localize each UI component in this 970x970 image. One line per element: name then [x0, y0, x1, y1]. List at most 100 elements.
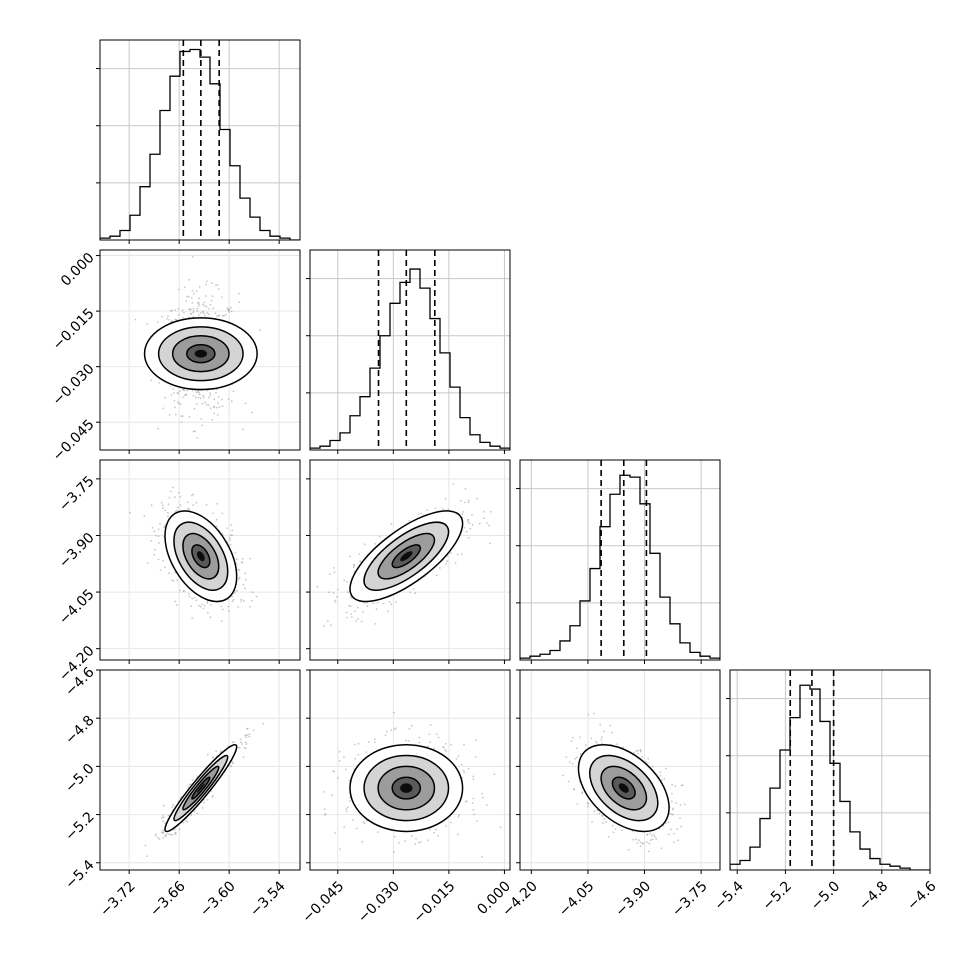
- scatter-point: [374, 623, 377, 625]
- scatter-point: [227, 308, 230, 311]
- scatter-point: [452, 483, 455, 485]
- scatter-point: [384, 734, 387, 737]
- scatter-point: [174, 406, 176, 409]
- scatter-point: [476, 820, 478, 822]
- scatter-point: [655, 838, 658, 840]
- scatter-point: [578, 736, 581, 738]
- scatter-point: [675, 802, 678, 804]
- scatter-point: [343, 826, 346, 828]
- panel-frame: [99, 459, 301, 661]
- scatter-point: [172, 486, 174, 489]
- scatter-point: [162, 804, 165, 807]
- scatter-point: [167, 814, 170, 817]
- scatter-point: [162, 820, 165, 823]
- scatter-point: [244, 747, 247, 750]
- scatter-point: [637, 752, 639, 755]
- panel-3-1: [306, 669, 511, 874]
- scatter-point: [322, 625, 325, 627]
- x-tick-label: −5.0: [808, 878, 843, 913]
- scatter-point: [164, 396, 167, 399]
- y-tick-label: −5.4: [62, 857, 97, 892]
- scatter-point: [226, 527, 229, 530]
- scatter-point: [463, 743, 465, 746]
- scatter-point: [207, 308, 210, 310]
- scatter-point: [633, 751, 636, 754]
- scatter-point: [238, 576, 241, 579]
- scatter-point: [158, 838, 161, 840]
- histogram-series: [310, 268, 510, 450]
- scatter-point: [190, 814, 193, 816]
- scatter-point: [190, 308, 192, 311]
- scatter-point: [231, 741, 234, 744]
- scatter-point: [221, 405, 224, 408]
- scatter-point: [154, 835, 157, 837]
- panel-content: [520, 670, 720, 870]
- scatter-point: [357, 618, 359, 620]
- scatter-point: [316, 585, 319, 588]
- scatter-point: [176, 391, 179, 394]
- scatter-point: [249, 557, 252, 560]
- scatter-point: [180, 421, 183, 423]
- scatter-point: [585, 744, 587, 746]
- scatter-point: [170, 309, 172, 312]
- scatter-point: [144, 844, 147, 847]
- panel-frame: [309, 669, 511, 871]
- scatter-point: [199, 312, 202, 314]
- scatter-point: [239, 738, 242, 741]
- scatter-point: [231, 600, 234, 603]
- scatter-point: [205, 283, 207, 286]
- scatter-point: [237, 746, 240, 749]
- scatter-point: [205, 295, 207, 297]
- scatter-point: [444, 497, 447, 500]
- scatter-point: [143, 514, 146, 517]
- scatter-point: [461, 513, 464, 515]
- scatter-point: [572, 736, 574, 739]
- scatter-point: [182, 589, 185, 592]
- scatter-point: [412, 588, 415, 590]
- scatter-point: [174, 309, 177, 311]
- scatter-point: [233, 592, 236, 594]
- scatter-point: [467, 537, 470, 539]
- scatter-point: [197, 302, 199, 304]
- scatter-point: [172, 580, 175, 582]
- scatter-point: [586, 805, 589, 808]
- scatter-point: [262, 722, 264, 725]
- scatter-point: [352, 566, 355, 569]
- scatter-point: [170, 833, 172, 836]
- scatter-point: [183, 311, 185, 314]
- scatter-point: [411, 835, 413, 837]
- scatter-point: [195, 599, 198, 602]
- panel-content: [100, 250, 300, 450]
- scatter-point: [343, 579, 346, 582]
- scatter-point: [611, 824, 614, 827]
- scatter-point: [229, 538, 232, 541]
- scatter-point: [478, 522, 481, 525]
- scatter-point: [234, 551, 237, 554]
- scatter-point: [394, 601, 397, 603]
- scatter-point: [338, 759, 341, 762]
- scatter-point: [197, 390, 199, 393]
- scatter-point: [237, 578, 240, 580]
- scatter-point: [465, 530, 468, 533]
- scatter-point: [188, 308, 191, 310]
- scatter-point: [205, 280, 208, 283]
- scatter-point: [188, 595, 191, 598]
- scatter-point: [179, 496, 182, 498]
- scatter-point: [329, 573, 331, 575]
- scatter-point: [647, 757, 649, 760]
- scatter-point: [236, 589, 239, 592]
- panel-content: [100, 460, 300, 660]
- scatter-point: [571, 762, 574, 765]
- scatter-point: [205, 305, 208, 308]
- scatter-point: [156, 321, 159, 323]
- scatter-point: [659, 771, 662, 773]
- scatter-point: [354, 610, 356, 613]
- scatter-point: [388, 600, 391, 603]
- scatter-point: [627, 849, 630, 851]
- scatter-point: [216, 388, 218, 391]
- scatter-point: [426, 839, 429, 842]
- panel-content: [100, 670, 300, 870]
- scatter-point: [635, 838, 637, 841]
- scatter-point: [594, 740, 597, 743]
- scatter-point: [217, 396, 220, 398]
